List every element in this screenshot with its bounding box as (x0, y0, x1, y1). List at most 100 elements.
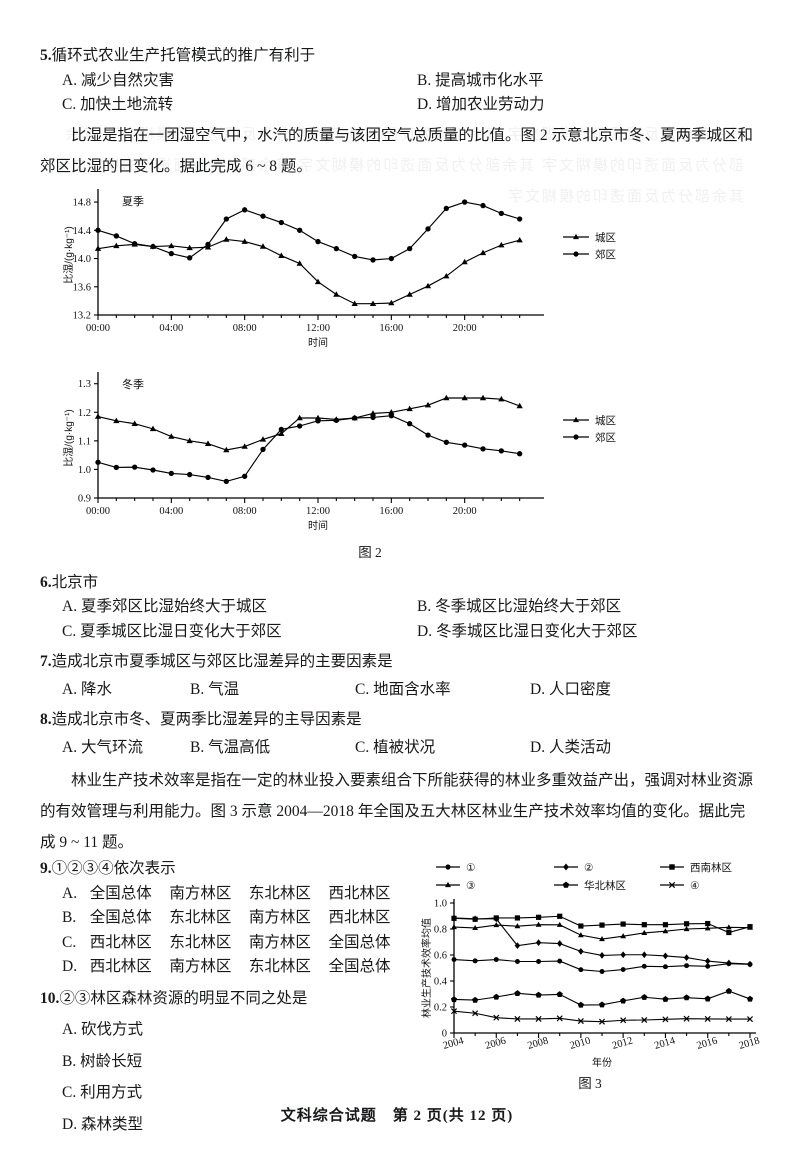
svg-text:0.6: 0.6 (434, 951, 447, 962)
winter-chart-svg: 0.9 1.0 1.1 1.2 1.3 00:00 04:00 08:00 12:00 16:00… (63, 371, 616, 532)
winter-humidity-chart: 0.9 1.0 1.1 1.2 1.3 00:00 04:00 08:00 12:00 16:00… (40, 364, 756, 539)
question-5-option-c[interactable]: C. 加快土地流转 (62, 96, 174, 114)
question-8-stem: 8.造成北京市冬、夏两季比湿差异的主导因素是 (40, 708, 756, 732)
svg-text:08:00: 08:00 (233, 506, 257, 517)
q9-b-cell-3: 南方林区 (248, 909, 311, 927)
question-9-option-a[interactable]: A. 全国总体 南方林区 东北林区 西北林区 (40, 882, 408, 906)
svg-text:08:00: 08:00 (233, 323, 257, 334)
question-8-options: A. 大气环流 B. 气温高低 C. 植被状况 D. 人类活动 (40, 736, 756, 760)
question-9-option-c[interactable]: C. 西北林区 东北林区 南方林区 全国总体 (40, 931, 408, 955)
question-6-options-row-2: C. 夏季城区比湿日变化大于郊区 D. 冬季城区比湿日变化大于郊区 (40, 620, 756, 644)
svg-text:时间: 时间 (308, 336, 328, 349)
svg-text:西南林区: 西南林区 (690, 861, 732, 874)
questions-column: 9.①②③④依次表示 A. 全国总体 南方林区 东北林区 西北林区 B. 全国总… (40, 857, 408, 1137)
svg-text:0.2: 0.2 (434, 1003, 447, 1014)
svg-text:华北林区: 华北林区 (584, 879, 626, 892)
q9-a-cell-2: 南方林区 (169, 884, 232, 902)
svg-text:14.0: 14.0 (73, 254, 91, 265)
svg-text:14.4: 14.4 (73, 226, 92, 237)
question-7-option-d[interactable]: D. 人口密度 (530, 681, 611, 699)
question-10-stem-text: ②③林区森林资源的明显不同之处是 (59, 989, 308, 1007)
question-6-number: 6. (40, 573, 52, 591)
svg-text:2012: 2012 (611, 1036, 634, 1052)
bottom-section: 9.①②③④依次表示 A. 全国总体 南方林区 东北林区 西北林区 B. 全国总… (40, 857, 761, 1137)
q9-c-cell-4: 全国总体 (328, 933, 391, 951)
svg-text:20:00: 20:00 (453, 323, 477, 334)
svg-text:16:00: 16:00 (379, 506, 403, 517)
question-5-number: 5. (40, 47, 52, 64)
question-9-option-b[interactable]: B. 全国总体 东北林区 南方林区 西北林区 (40, 906, 408, 930)
question-5-option-b[interactable]: B. 提高城市化水平 (417, 71, 544, 89)
q9-d-cell-3: 东北林区 (248, 958, 311, 976)
svg-text:13.2: 13.2 (73, 310, 91, 321)
question-10-option-b[interactable]: B. 树龄长短 (62, 1052, 143, 1070)
q9-a-cell-1: 全国总体 (89, 884, 152, 902)
svg-text:2008: 2008 (526, 1036, 549, 1052)
question-8-option-d[interactable]: D. 人类活动 (530, 739, 611, 757)
question-5-stem: 5.循环式农业生产托管模式的推广有利于 (40, 44, 756, 68)
svg-text:20:00: 20:00 (453, 506, 477, 517)
svg-text:比湿/(g·kg⁻¹): 比湿/(g·kg⁻¹) (63, 409, 75, 467)
question-5-option-d[interactable]: D. 增加农业劳动力 (417, 96, 545, 114)
summer-chart-svg: 13.2 13.6 14.0 14.4 14.8 00:00 04:00 08:00 12:00… (63, 188, 616, 349)
q9-c-label: C. (62, 933, 77, 951)
question-7-option-b[interactable]: B. 气温 (190, 681, 240, 699)
question-5: 5.循环式农业生产托管模式的推广有利于 A. 减少自然灾害 B. 提高城市化水平… (40, 44, 756, 117)
svg-text:郊区: 郊区 (595, 431, 616, 444)
svg-text:2006: 2006 (484, 1036, 507, 1052)
question-6-stem-text: 北京市 (51, 573, 99, 591)
question-10: 10.②③林区森林资源的明显不同之处是 A. 砍伐方式 B. 树龄长短 C. 利… (40, 987, 408, 1137)
summer-humidity-chart: 13.2 13.6 14.0 14.4 14.8 00:00 04:00 08:00 12:00… (40, 181, 756, 356)
question-6-option-d[interactable]: D. 冬季城区比湿日变化大于郊区 (417, 622, 638, 640)
q9-c-cell-3: 南方林区 (248, 933, 311, 951)
svg-text:年份: 年份 (592, 1056, 612, 1069)
question-6-option-a[interactable]: A. 夏季郊区比湿始终大于城区 (62, 598, 267, 616)
question-7-options: A. 降水 B. 气温 C. 地面含水率 D. 人口密度 (40, 678, 756, 702)
q9-c-cell-1: 西北林区 (89, 933, 152, 951)
svg-text:1.2: 1.2 (78, 408, 91, 419)
q9-d-cell-4: 全国总体 (328, 958, 391, 976)
question-7-option-c[interactable]: C. 地面含水率 (355, 681, 451, 699)
q9-a-cell-4: 西北林区 (328, 884, 391, 902)
q9-d-cell-1: 西北林区 (89, 958, 152, 976)
question-9-number: 9. (40, 860, 52, 878)
svg-text:0.8: 0.8 (434, 925, 447, 936)
question-10-option-c[interactable]: C. 利用方式 (62, 1084, 143, 1102)
question-8-option-a[interactable]: A. 大气环流 (62, 739, 143, 757)
question-10-option-d[interactable]: D. 森林类型 (62, 1115, 143, 1133)
svg-text:1.1: 1.1 (78, 436, 91, 447)
question-5-options-row-2: C. 加快土地流转 D. 增加农业劳动力 (40, 93, 756, 117)
figure-2-caption: 图 2 (358, 544, 382, 560)
svg-text:1.0: 1.0 (434, 899, 447, 910)
svg-text:12:00: 12:00 (306, 323, 330, 334)
svg-text:13.6: 13.6 (73, 282, 91, 293)
question-6: 6.北京市 A. 夏季郊区比湿始终大于城区 B. 冬季城区比湿始终大于郊区 C.… (40, 571, 756, 644)
question-7-option-a[interactable]: A. 降水 (62, 681, 112, 699)
figure-3: 0 0.2 0.4 0.6 0.8 1.0 2004 2006 2008 2010 2012 2014… (414, 857, 766, 1137)
svg-text:2014: 2014 (653, 1035, 677, 1052)
question-7: 7.造成北京市夏季城区与郊区比湿差异的主要因素是 A. 降水 B. 气温 C. … (40, 650, 756, 702)
humidity-passage-line-2: 郊区比湿的日变化。据此完成 6 ~ 8 题。 (40, 157, 312, 175)
q9-b-label: B. (62, 909, 77, 927)
question-5-option-a[interactable]: A. 减少自然灾害 (62, 71, 174, 89)
question-10-option-a[interactable]: A. 砍伐方式 (62, 1021, 143, 1039)
svg-text:1.0: 1.0 (78, 465, 91, 476)
question-6-option-b[interactable]: B. 冬季城区比湿始终大于郊区 (417, 598, 622, 616)
svg-text:00:00: 00:00 (86, 506, 110, 517)
q9-a-cell-3: 东北林区 (248, 884, 311, 902)
svg-text:④: ④ (690, 880, 700, 892)
question-6-option-c[interactable]: C. 夏季城区比湿日变化大于郊区 (62, 622, 282, 640)
svg-text:冬季: 冬季 (122, 377, 144, 391)
forestry-passage-line-3: 成 9 ~ 11 题。 (40, 833, 134, 851)
question-8-option-c[interactable]: C. 植被状况 (355, 739, 436, 757)
question-8-option-b[interactable]: B. 气温高低 (190, 739, 271, 757)
svg-text:2010: 2010 (569, 1036, 592, 1052)
svg-text:郊区: 郊区 (595, 248, 616, 261)
question-9-option-d[interactable]: D. 西北林区 南方林区 东北林区 全国总体 (40, 955, 408, 979)
svg-text:林业生产技术效率均值: 林业生产技术效率均值 (420, 918, 433, 1018)
q9-c-cell-2: 东北林区 (169, 933, 232, 951)
q9-a-label: A. (62, 884, 78, 902)
svg-text:2016: 2016 (696, 1036, 719, 1052)
